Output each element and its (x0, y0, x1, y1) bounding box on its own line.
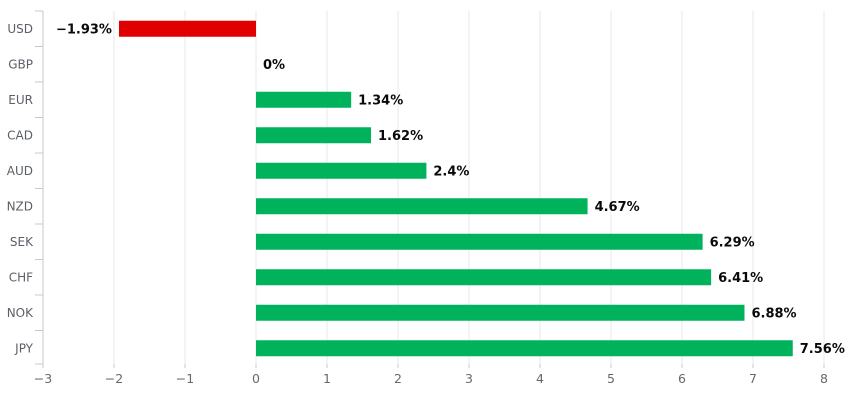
category-label-cad: CAD (7, 128, 33, 142)
value-label-nzd: 4.67% (595, 200, 640, 215)
bar-sek[interactable] (256, 233, 703, 250)
value-label-usd: −1.93% (56, 22, 112, 37)
value-label-nok: 6.88% (751, 306, 796, 321)
category-label-sek: SEK (10, 235, 34, 249)
x-axis-tick-label: 2 (394, 371, 402, 386)
x-axis-tick-label: 6 (678, 371, 686, 386)
bar-usd[interactable] (118, 20, 256, 37)
value-label-eur: 1.34% (358, 93, 403, 108)
x-axis-tick-label: 7 (749, 371, 757, 386)
bar-nok[interactable] (256, 304, 745, 321)
value-label-chf: 6.41% (718, 271, 763, 286)
category-label-chf: CHF (9, 270, 33, 284)
bar-jpy[interactable] (256, 340, 793, 357)
bar-cad[interactable] (256, 127, 372, 144)
x-axis-tick-label: 0 (252, 371, 260, 386)
category-label-eur: EUR (8, 93, 33, 107)
category-label-nzd: NZD (7, 199, 33, 213)
value-label-sek: 6.29% (710, 235, 755, 250)
x-axis-tick-label: 3 (465, 371, 473, 386)
value-label-jpy: 7.56% (800, 342, 845, 357)
category-label-nok: NOK (7, 306, 34, 320)
bar-chf[interactable] (256, 269, 712, 286)
x-axis-tick-label: −3 (34, 371, 52, 386)
x-axis-tick-label: 4 (536, 371, 544, 386)
value-label-aud: 2.4% (433, 164, 469, 179)
category-label-usd: USD (7, 22, 33, 36)
category-label-aud: AUD (7, 164, 33, 178)
category-label-gbp: GBP (8, 57, 33, 71)
bar-nzd[interactable] (256, 198, 588, 215)
value-label-gbp: 0% (263, 58, 285, 73)
value-label-cad: 1.62% (378, 129, 423, 144)
x-axis-tick-label: 1 (323, 371, 331, 386)
category-label-jpy: JPY (14, 341, 34, 355)
bar-eur[interactable] (256, 91, 352, 108)
x-axis-tick-label: 8 (820, 371, 828, 386)
bar-aud[interactable] (256, 162, 427, 179)
x-axis-tick-label: −1 (176, 371, 194, 386)
x-axis-tick-label: −2 (105, 371, 123, 386)
x-axis-tick-label: 5 (607, 371, 615, 386)
